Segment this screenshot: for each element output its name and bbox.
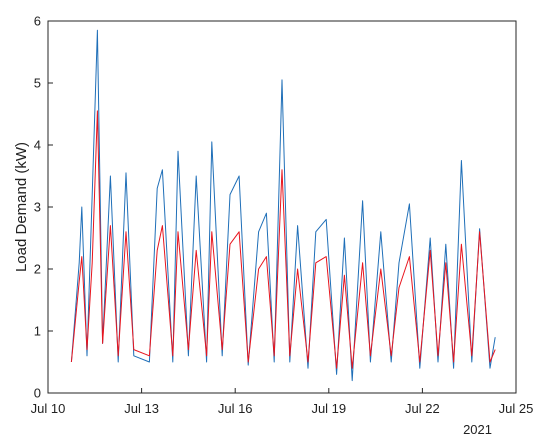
x-tick-label: Jul 13 [124,401,159,416]
x-axis: Jul 10 Jul 13 Jul 16 Jul 19 Jul 22 Jul 25 [31,388,534,416]
x-tick-label: Jul 16 [218,401,253,416]
y-tick-label: 5 [34,76,41,91]
plot-frame [47,20,517,394]
y-tick-label: 4 [34,138,41,153]
x-tick-label: Jul 19 [311,401,346,416]
y-tick-label: 2 [34,262,41,277]
y-axis: 0 1 2 3 4 5 6 [34,14,53,401]
y-tick-label: 6 [34,14,41,29]
series-2-line [70,110,496,369]
x-tick-label: Jul 10 [31,401,66,416]
y-tick-label: 3 [34,200,41,215]
x-tick-label: Jul 25 [499,401,534,416]
x-tick-label: Jul 22 [405,401,440,416]
x-axis-year-label: 2021 [463,422,492,437]
series-layer [70,29,496,382]
y-tick-label: 0 [34,386,41,401]
y-tick-label: 1 [34,324,41,339]
y-axis-label: Load Demand (kW) [13,142,30,272]
